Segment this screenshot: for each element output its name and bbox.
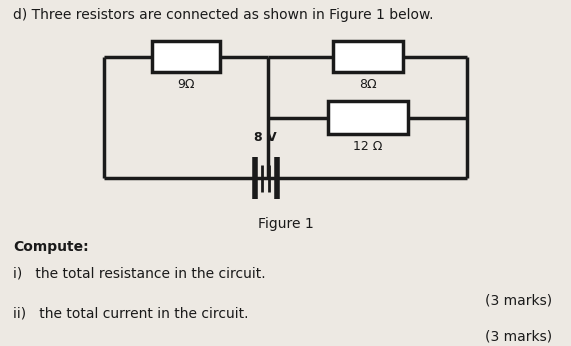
Text: Figure 1: Figure 1: [258, 217, 313, 231]
Text: 8 V: 8 V: [254, 130, 277, 144]
Text: ii)   the total current in the circuit.: ii) the total current in the circuit.: [13, 307, 248, 321]
Text: 8Ω: 8Ω: [359, 78, 377, 91]
Bar: [333, 41, 403, 72]
Text: (3 marks): (3 marks): [485, 293, 553, 308]
Bar: [152, 41, 220, 72]
Bar: [328, 101, 408, 134]
Text: 9Ω: 9Ω: [178, 78, 195, 91]
Text: Compute:: Compute:: [13, 240, 89, 254]
Text: d) Three resistors are connected as shown in Figure 1 below.: d) Three resistors are connected as show…: [13, 8, 433, 22]
Text: (3 marks): (3 marks): [485, 330, 553, 344]
Text: 12 Ω: 12 Ω: [353, 140, 383, 153]
Text: i)   the total resistance in the circuit.: i) the total resistance in the circuit.: [13, 267, 266, 281]
